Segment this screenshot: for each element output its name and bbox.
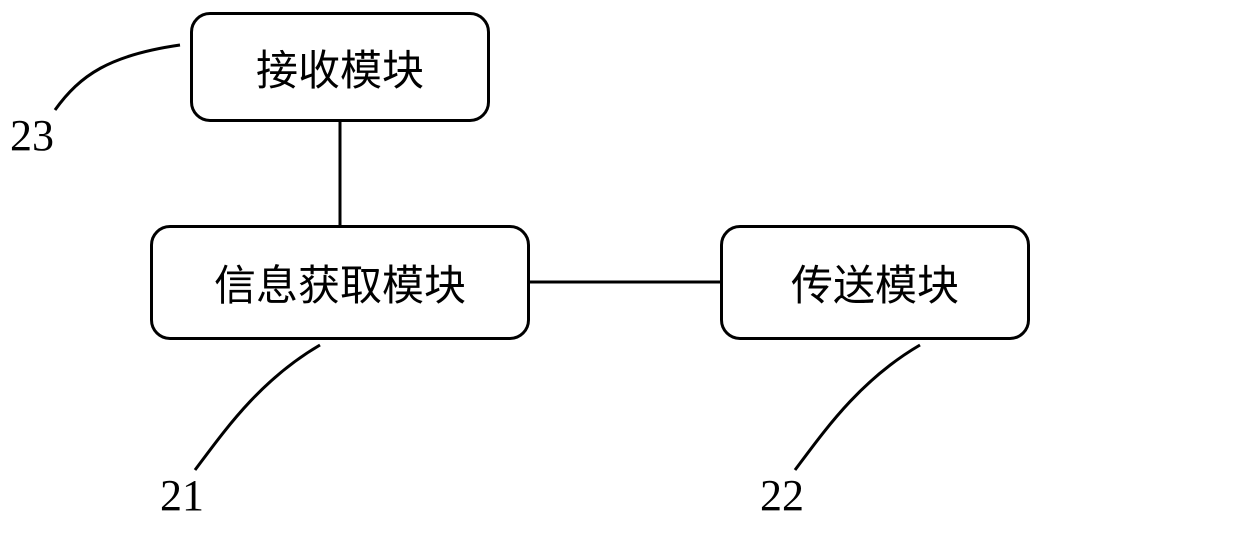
ref-label-23: 23 (10, 110, 54, 161)
ref-label-text: 21 (160, 471, 204, 520)
node-n22: 传送模块 (720, 225, 1030, 340)
node-label: 传送模块 (791, 252, 959, 313)
ref-label-text: 23 (10, 111, 54, 160)
node-label: 信息获取模块 (214, 252, 466, 313)
node-n23: 接收模块 (190, 12, 490, 122)
diagram-canvas: 接收模块信息获取模块 传送模块 23 21 22 (0, 0, 1242, 542)
ref-label-text: 22 (760, 471, 804, 520)
ref-leader-22 (795, 345, 920, 470)
ref-label-22: 22 (760, 470, 804, 521)
ref-leader-23 (55, 45, 180, 110)
ref-leader-21 (195, 345, 320, 470)
node-label: 接收模块 (256, 37, 424, 98)
ref-label-21: 21 (160, 470, 204, 521)
node-n21: 信息获取模块 (150, 225, 530, 340)
